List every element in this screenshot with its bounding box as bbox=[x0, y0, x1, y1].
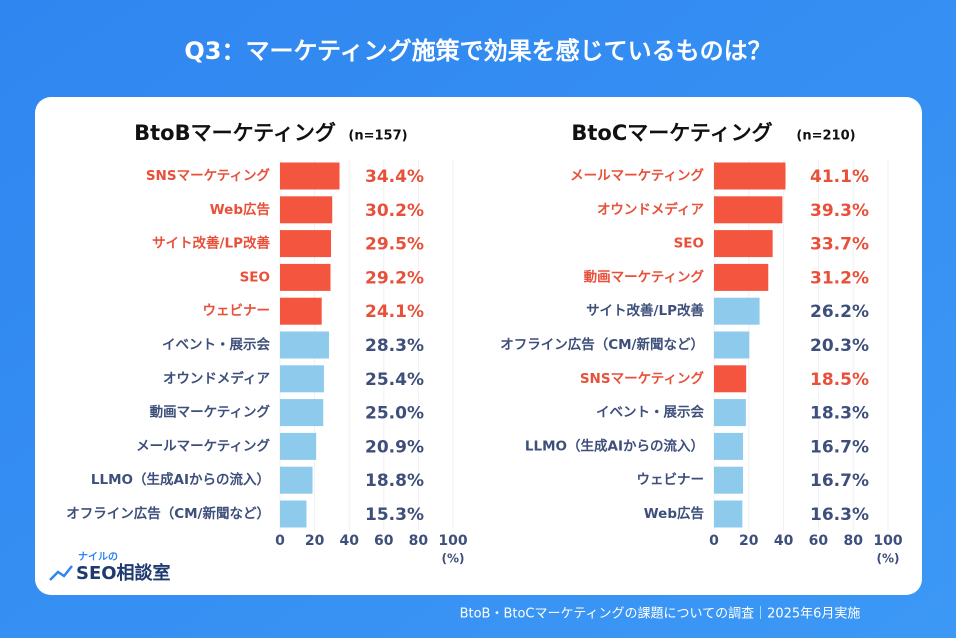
value-label: 18.3% bbox=[810, 404, 869, 424]
logo: ナイルの SEO相談室 bbox=[49, 551, 171, 584]
bar bbox=[714, 297, 760, 325]
category-label: メールマーケティング bbox=[136, 437, 270, 454]
bar bbox=[714, 263, 769, 291]
category-label: SEO bbox=[240, 269, 270, 285]
category-label: SNSマーケティング bbox=[146, 167, 271, 184]
bar bbox=[280, 230, 332, 258]
category-label: LLMO（生成AIからの流入） bbox=[91, 471, 270, 488]
category-label: 動画マーケティング bbox=[150, 404, 271, 421]
bar bbox=[714, 500, 743, 528]
value-label: 29.2% bbox=[365, 268, 424, 288]
bar bbox=[280, 297, 322, 325]
x-tick-label: 60 bbox=[374, 533, 394, 549]
x-tick-label: 100 bbox=[438, 533, 467, 549]
bar bbox=[714, 399, 746, 427]
category-label: サイト改善/LP改善 bbox=[586, 302, 704, 319]
bar bbox=[714, 196, 783, 224]
footer: BtoB・BtoCマーケティングの課題についての調査｜2025年6月実施 bbox=[460, 606, 861, 622]
x-tick-label: 80 bbox=[409, 533, 429, 549]
value-label: 28.3% bbox=[365, 336, 424, 356]
value-label: 26.2% bbox=[810, 302, 869, 322]
bar bbox=[280, 162, 340, 190]
value-label: 29.5% bbox=[365, 235, 424, 255]
x-tick-label: 60 bbox=[809, 533, 829, 549]
bar bbox=[714, 331, 750, 359]
value-label: 30.2% bbox=[365, 201, 424, 221]
bar bbox=[280, 263, 331, 291]
bar bbox=[714, 162, 786, 190]
chart-subtitle: (n=210) bbox=[796, 129, 855, 144]
logo-main: SEO相談室 bbox=[76, 562, 171, 584]
bar bbox=[280, 432, 317, 460]
bar bbox=[280, 365, 324, 393]
value-label: 16.7% bbox=[810, 471, 869, 491]
category-label: イベント・展示会 bbox=[596, 404, 704, 421]
value-label: 24.1% bbox=[365, 302, 424, 322]
category-label: オウンドメディア bbox=[163, 370, 270, 387]
x-tick-label: 20 bbox=[305, 533, 325, 549]
category-label: イベント・展示会 bbox=[162, 336, 270, 353]
category-label: オウンドメディア bbox=[597, 201, 704, 218]
x-tick-label: 0 bbox=[709, 533, 719, 549]
x-tick-label: 100 bbox=[873, 533, 902, 549]
category-label: サイト改善/LP改善 bbox=[152, 235, 270, 252]
value-label: 16.7% bbox=[810, 437, 869, 457]
chart-title: BtoCマーケティング bbox=[571, 121, 772, 145]
bar bbox=[714, 466, 744, 494]
bar bbox=[280, 466, 313, 494]
category-label: LLMO（生成AIからの流入） bbox=[525, 437, 704, 454]
value-label: 25.4% bbox=[365, 370, 424, 390]
category-label: オフライン広告（CM/新聞など） bbox=[500, 336, 704, 353]
bar bbox=[714, 432, 744, 460]
page-title: Q3：マーケティング施策で効果を感じているものは？ bbox=[184, 37, 771, 65]
logo-icon bbox=[49, 565, 73, 581]
category-label: ウェビナー bbox=[637, 472, 705, 488]
x-tick-label: 0 bbox=[275, 533, 285, 549]
category-label: SEO bbox=[674, 236, 704, 252]
card bbox=[35, 97, 922, 595]
x-tick-label: 20 bbox=[739, 533, 759, 549]
value-label: 41.1% bbox=[810, 167, 869, 187]
bar bbox=[280, 331, 329, 359]
x-axis-label: (%) bbox=[442, 551, 465, 565]
category-label: Web広告 bbox=[210, 201, 270, 218]
value-label: 39.3% bbox=[810, 201, 869, 221]
x-axis-label: (%) bbox=[877, 551, 900, 565]
value-label: 18.8% bbox=[365, 471, 424, 491]
chart-subtitle: (n=157) bbox=[348, 129, 407, 144]
logo-top: ナイルの bbox=[78, 551, 118, 563]
value-label: 16.3% bbox=[810, 505, 869, 525]
chart-title: BtoBマーケティング bbox=[134, 121, 336, 145]
x-tick-label: 40 bbox=[774, 533, 794, 549]
bar bbox=[714, 230, 773, 258]
value-label: 33.7% bbox=[810, 235, 869, 255]
category-label: ウェビナー bbox=[203, 303, 271, 319]
category-label: メールマーケティング bbox=[570, 167, 704, 184]
value-label: 34.4% bbox=[365, 167, 424, 187]
value-label: 31.2% bbox=[810, 268, 869, 288]
value-label: 18.5% bbox=[810, 370, 869, 390]
category-label: オフライン広告（CM/新聞など） bbox=[66, 505, 270, 522]
value-label: 20.3% bbox=[810, 336, 869, 356]
bar bbox=[280, 500, 307, 528]
value-label: 25.0% bbox=[365, 404, 424, 424]
bar bbox=[714, 365, 747, 393]
bar bbox=[280, 196, 333, 224]
category-label: Web広告 bbox=[644, 505, 704, 522]
x-tick-label: 40 bbox=[339, 533, 359, 549]
value-label: 15.3% bbox=[365, 505, 424, 525]
category-label: SNSマーケティング bbox=[580, 370, 705, 387]
bar bbox=[280, 399, 324, 427]
category-label: 動画マーケティング bbox=[584, 268, 705, 285]
value-label: 20.9% bbox=[365, 437, 424, 457]
x-tick-label: 80 bbox=[843, 533, 863, 549]
